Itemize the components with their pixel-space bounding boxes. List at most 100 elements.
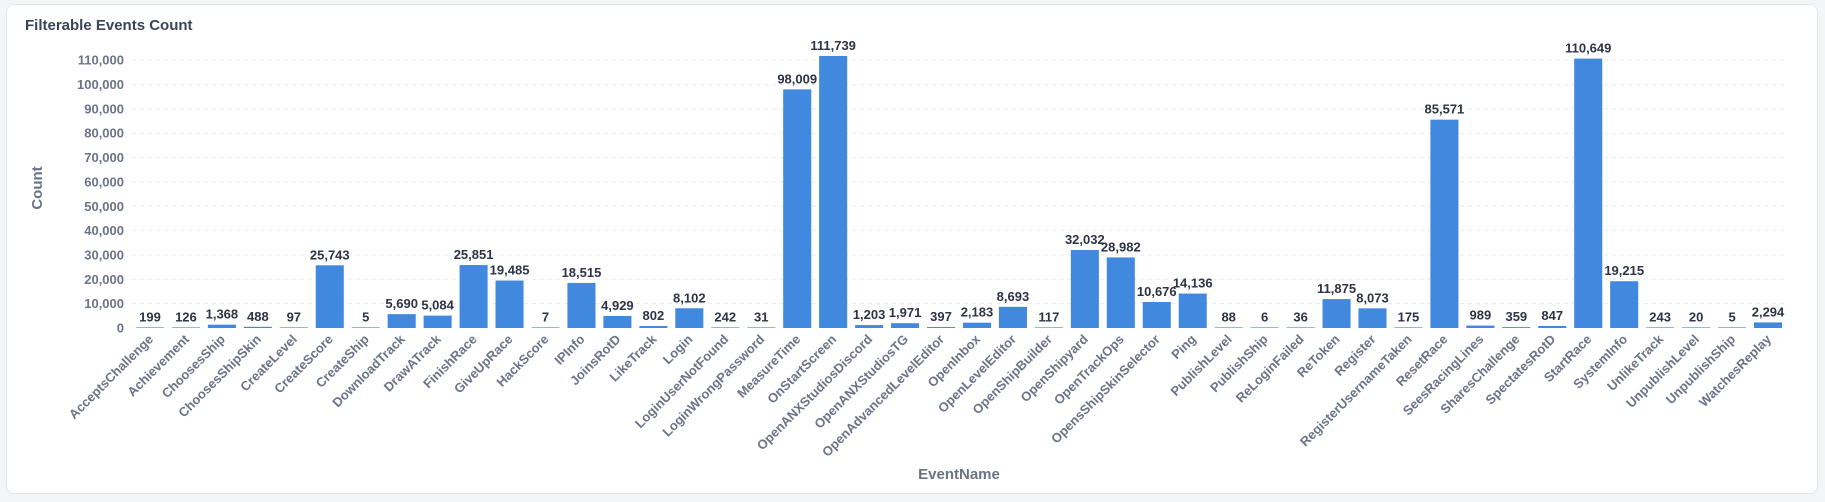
data-label: 802 [643,308,665,323]
data-label: 5,690 [385,296,418,311]
bar[interactable] [459,265,488,328]
bar[interactable] [1430,119,1459,328]
bar[interactable] [1214,327,1243,328]
bar[interactable] [387,314,416,328]
data-label: 36 [1293,309,1307,324]
data-label: 20 [1689,309,1703,324]
bar[interactable] [279,327,308,328]
data-label: 14,136 [1173,276,1213,291]
bar[interactable] [1718,327,1747,328]
bar[interactable] [171,327,200,328]
bar[interactable] [1502,327,1531,328]
data-label: 8,073 [1356,290,1389,305]
bar[interactable] [1106,257,1135,328]
data-label: 19,485 [490,263,530,278]
x-axis-ticks: AcceptsChallengeAchievementChoosesShipCh… [66,331,1775,460]
data-label: 243 [1649,309,1671,324]
y-tick-label: 30,000 [84,247,124,262]
bar[interactable] [926,327,956,328]
data-label: 32,032 [1065,232,1105,247]
data-label: 175 [1398,309,1420,324]
data-label: 110,649 [1565,41,1611,56]
data-label: 28,982 [1101,239,1141,254]
data-label: 25,851 [454,247,494,262]
data-label: 98,009 [777,71,817,86]
bar[interactable] [1178,293,1207,328]
data-label: 2,294 [1752,304,1785,319]
bar[interactable] [675,308,704,328]
bar[interactable] [351,327,380,328]
bar[interactable] [639,326,668,328]
data-label: 488 [247,309,269,324]
bar[interactable] [1538,325,1567,328]
y-axis-title: Count [29,166,46,209]
y-tick-label: 80,000 [84,126,124,141]
bar[interactable] [1322,299,1351,328]
bar[interactable] [1753,322,1783,328]
data-label: 1,971 [889,305,922,320]
data-label: 25,743 [310,247,350,262]
data-label: 5,084 [421,298,454,313]
x-axis-title: EventName [918,466,1000,483]
bar[interactable] [783,89,812,329]
bar[interactable] [567,282,596,328]
bar[interactable] [135,327,165,328]
bar[interactable] [603,315,632,328]
bar[interactable] [747,327,776,328]
data-label: 359 [1505,309,1527,324]
data-label: 242 [714,309,736,324]
bar[interactable] [1358,308,1387,328]
data-label: 8,102 [673,290,706,305]
bar[interactable] [1286,327,1315,328]
data-label: 1,203 [853,307,886,322]
data-label: 397 [930,309,952,324]
data-label: 111,739 [810,38,856,53]
bar[interactable] [207,324,236,328]
y-tick-label: 110,000 [78,53,124,68]
bar[interactable] [1682,327,1711,328]
chart-title: Filterable Events Count [25,17,193,34]
bar[interactable] [711,327,740,328]
data-label: 85,571 [1425,102,1465,117]
bar[interactable] [855,325,884,328]
bar[interactable] [1466,325,1495,328]
y-axis-ticks: 0 10,000 20,000 30,000 40,000 50,000 60,000 70,… [77,53,124,336]
x-tick-label: Ping [1168,331,1199,362]
data-label: 126 [175,309,197,324]
y-tick-label: 90,000 [84,101,124,116]
bar[interactable] [1610,281,1639,328]
data-label: 989 [1470,308,1492,323]
bar[interactable] [1250,327,1279,328]
bar[interactable] [315,265,344,328]
bar[interactable] [1142,302,1171,328]
data-label: 6 [1261,309,1268,324]
y-tick-label: 50,000 [84,199,124,214]
bar[interactable] [1646,327,1675,328]
y-tick-label: 70,000 [84,150,124,165]
y-tick-label: 20,000 [84,272,124,287]
gridlines [132,59,1786,305]
data-label: 18,515 [562,265,602,280]
bar[interactable] [1034,327,1063,328]
bar[interactable] [962,322,992,328]
bar[interactable] [1574,58,1603,328]
data-label: 1,368 [206,307,239,322]
bar[interactable] [1070,250,1099,328]
data-label: 5 [1728,309,1735,324]
data-label: 10,676 [1137,284,1177,299]
bar[interactable] [531,327,560,328]
bar[interactable] [423,315,452,328]
bar[interactable] [1394,327,1423,328]
bar[interactable] [243,326,272,328]
data-label: 19,215 [1604,263,1644,278]
bar[interactable] [891,323,920,328]
chart-card: Filterable Events Count [6,4,1818,494]
data-label: 7 [542,309,549,324]
data-label: 88 [1221,309,1235,324]
bar[interactable] [819,55,848,329]
data-label: 5 [362,309,369,324]
bar[interactable] [495,280,524,328]
bar[interactable] [998,306,1027,328]
